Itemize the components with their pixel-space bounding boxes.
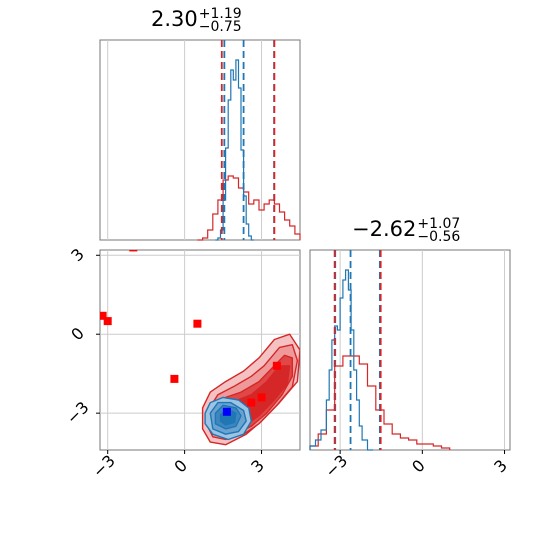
- scatter-panel: −3 0 3 −3 0 3: [63, 245, 301, 481]
- red-square-marker: [272, 361, 281, 370]
- x-histogram-panel: [99, 39, 301, 241]
- y-histogram-series: [309, 250, 451, 451]
- red-square-marker: [193, 319, 202, 328]
- y-histogram-title: −2.62 +1.07 −0.56: [352, 217, 460, 244]
- red-square-marker: [129, 250, 138, 252]
- red-square-marker: [100, 311, 107, 320]
- scatter-x-tick-label: 3: [247, 456, 268, 477]
- x-histogram-red-series: [197, 175, 301, 241]
- red-square-marker: [103, 317, 112, 326]
- x-histogram-title: 2.30 +1.19 −0.75: [151, 7, 242, 34]
- y-histogram-tick-labels: −3 0 3: [321, 450, 511, 481]
- title-lower-error: −0.56: [417, 229, 461, 245]
- scatter-y-tick-label: −3: [63, 398, 93, 428]
- title-value: 2.30: [151, 7, 198, 31]
- red-square-marker: [170, 374, 179, 383]
- y-histogram-tick-label: −3: [321, 451, 351, 481]
- scatter-y-tick-label: 0: [67, 324, 88, 345]
- title-lower-error: −0.75: [198, 19, 242, 35]
- x-histogram-frame: [99, 39, 301, 241]
- y-histogram-tick-label: 0: [408, 456, 429, 477]
- x-histogram-series: [197, 40, 301, 241]
- x-histogram-grid: [107, 40, 263, 240]
- red-square-marker: [257, 393, 266, 402]
- scatter-clipped-content: [100, 250, 300, 446]
- scatter-x-tick-label: 0: [170, 456, 191, 477]
- title-value: −2.62: [352, 217, 417, 241]
- y-histogram-blue-series: [309, 269, 373, 451]
- y-histogram-tick-label: 3: [490, 456, 511, 477]
- y-histogram-panel: −3 0 3: [309, 249, 511, 481]
- scatter-contours: [100, 250, 300, 446]
- title-upper-error: +1.19: [198, 6, 242, 22]
- red-square-marker: [247, 398, 256, 407]
- y-histogram-grid: [339, 250, 506, 450]
- blue-square-marker: [222, 407, 231, 416]
- scatter-y-tick-label: 3: [67, 245, 88, 266]
- title-upper-error: +1.07: [417, 216, 461, 232]
- scatter-x-tick-label: −3: [89, 451, 119, 481]
